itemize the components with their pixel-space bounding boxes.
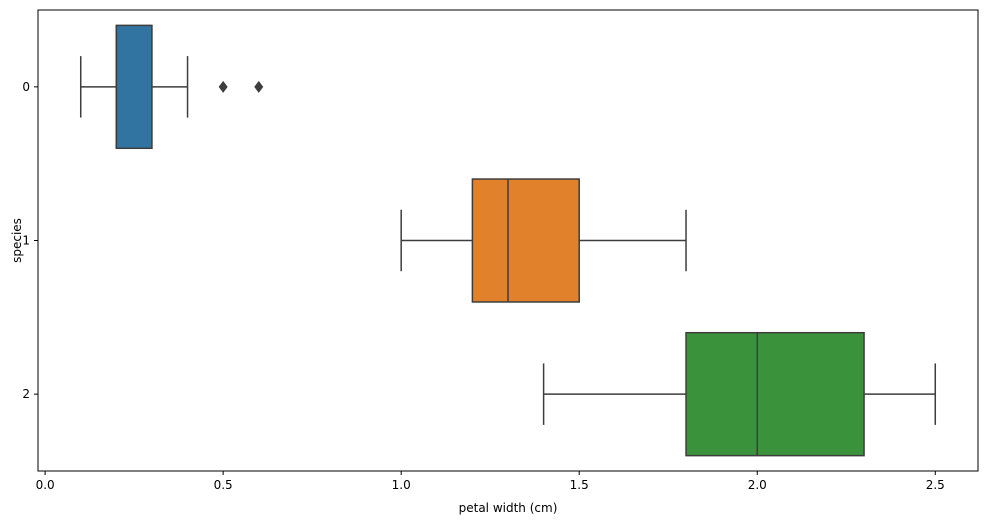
x-tick-label: 2.5 <box>926 478 945 492</box>
x-axis: 0.0 0.5 1.0 1.5 2.0 2.5 <box>36 471 945 492</box>
iqr-box <box>685 331 865 457</box>
x-axis-label: petal width (cm) <box>459 501 558 515</box>
outlier-marker <box>218 80 228 93</box>
box-group-0 <box>79 24 264 150</box>
x-tick-label: 2.0 <box>748 478 767 492</box>
y-axis: 0 1 2 <box>22 80 38 401</box>
outlier-marker <box>254 80 264 93</box>
iqr-box <box>115 24 153 150</box>
x-tick-label: 1.0 <box>392 478 411 492</box>
iqr-box <box>471 178 580 303</box>
box-group-2 <box>542 331 937 457</box>
x-tick-label: 1.5 <box>570 478 589 492</box>
plot-area <box>37 9 979 472</box>
x-tick-label: 0.0 <box>36 478 55 492</box>
y-tick-label: 0 <box>22 80 30 94</box>
y-axis-label: species <box>10 218 24 263</box>
x-tick-label: 0.5 <box>214 478 233 492</box>
y-tick-label: 1 <box>22 234 30 248</box>
y-tick-label: 2 <box>22 387 30 401</box>
box-group-1 <box>400 178 687 303</box>
